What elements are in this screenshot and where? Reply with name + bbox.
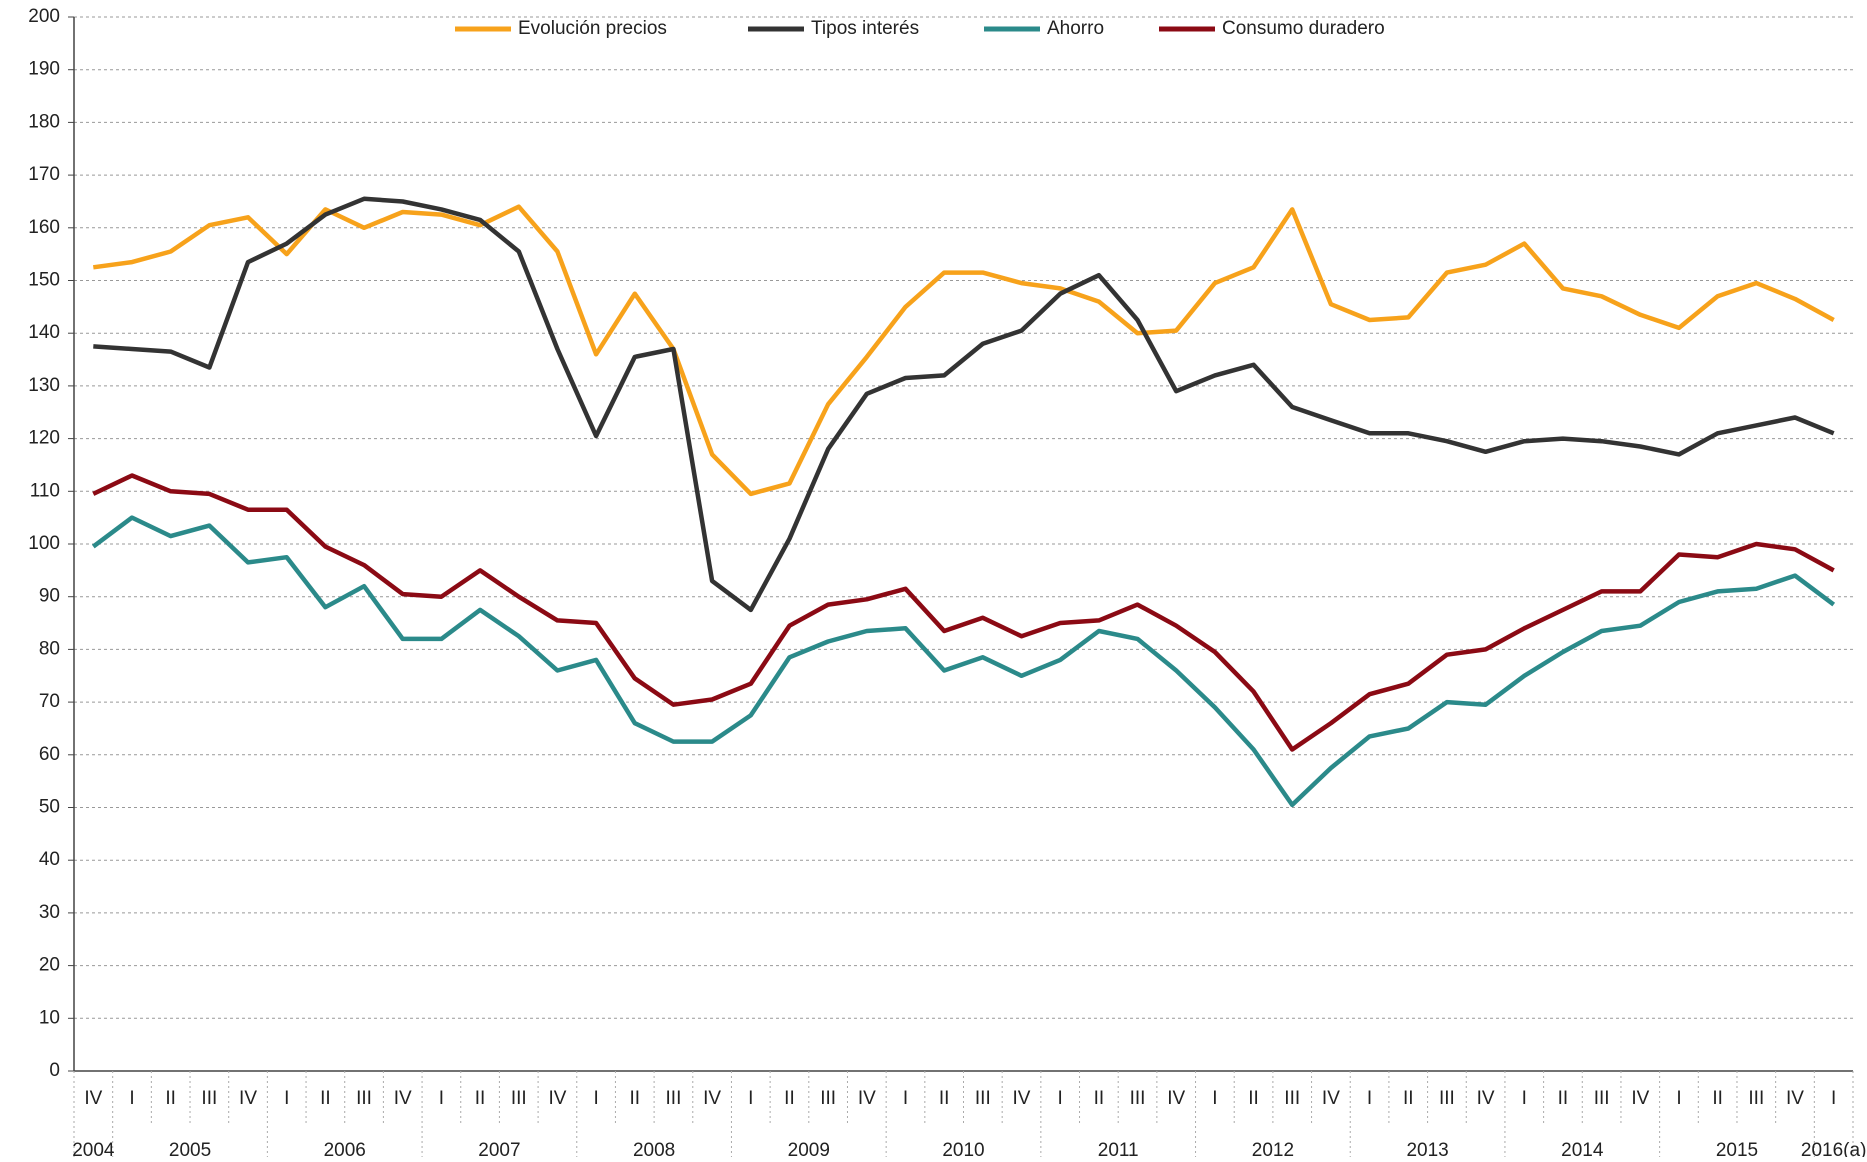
quarter-label: II xyxy=(939,1088,950,1109)
quarter-label: III xyxy=(1130,1088,1146,1109)
quarter-label: II xyxy=(1712,1088,1723,1109)
y-tick-label: 20 xyxy=(39,955,60,976)
y-tick-label: 60 xyxy=(39,744,60,765)
year-label: 2011 xyxy=(1098,1140,1139,1157)
quarter-label: III xyxy=(356,1088,372,1109)
quarter-label: II xyxy=(629,1088,640,1109)
quarter-label: I xyxy=(439,1088,444,1109)
quarter-label: IV xyxy=(703,1088,721,1109)
year-label: 2010 xyxy=(942,1140,984,1157)
y-tick-label: 110 xyxy=(30,480,60,501)
quarter-label: I xyxy=(129,1088,134,1109)
quarter-label: I xyxy=(1831,1088,1836,1109)
quarter-label: I xyxy=(1212,1088,1217,1109)
y-tick-label: 160 xyxy=(28,217,60,238)
quarter-label: III xyxy=(820,1088,836,1109)
quarter-label: III xyxy=(1439,1088,1455,1109)
y-tick-label: 130 xyxy=(28,375,60,396)
series-line xyxy=(93,196,1835,613)
series-line xyxy=(91,515,1836,808)
year-label: 2013 xyxy=(1406,1140,1448,1157)
year-label: 2007 xyxy=(478,1140,520,1157)
y-tick-label: 70 xyxy=(39,691,60,712)
quarter-label: III xyxy=(1284,1088,1300,1109)
quarter-label: IV xyxy=(239,1088,257,1109)
y-tick-label: 10 xyxy=(39,1007,60,1028)
quarter-label: IV xyxy=(1631,1088,1649,1109)
y-tick-label: 140 xyxy=(28,322,60,343)
y-tick-label: 30 xyxy=(39,902,60,923)
year-label: 2008 xyxy=(633,1140,675,1157)
series-line xyxy=(92,473,1835,752)
quarter-label: I xyxy=(593,1088,598,1109)
series-line xyxy=(93,204,1835,497)
year-label: 2006 xyxy=(324,1140,366,1157)
quarter-label: IV xyxy=(394,1088,412,1109)
year-label: 2015 xyxy=(1716,1140,1758,1157)
year-label: 2012 xyxy=(1252,1140,1294,1157)
quarter-label: IV xyxy=(1013,1088,1031,1109)
quarter-label: I xyxy=(1367,1088,1372,1109)
quarter-label: IV xyxy=(84,1088,102,1109)
quarter-label: II xyxy=(1094,1088,1105,1109)
quarter-label: III xyxy=(1748,1088,1764,1109)
y-tick-label: 190 xyxy=(28,59,60,80)
year-label: 2005 xyxy=(169,1140,211,1157)
quarter-label: III xyxy=(975,1088,991,1109)
year-label: 2014 xyxy=(1561,1140,1604,1157)
y-tick-label: 40 xyxy=(39,849,60,870)
quarter-label: IV xyxy=(548,1088,566,1109)
quarter-label: II xyxy=(784,1088,795,1109)
quarter-label: IV xyxy=(1477,1088,1495,1109)
y-tick-label: 180 xyxy=(28,111,60,132)
quarter-label: I xyxy=(1522,1088,1527,1109)
quarter-label: II xyxy=(475,1088,486,1109)
y-tick-label: 80 xyxy=(39,638,60,659)
y-tick-label: 150 xyxy=(28,270,60,291)
quarter-label: IV xyxy=(1167,1088,1185,1109)
quarter-label: III xyxy=(1594,1088,1610,1109)
quarter-label: II xyxy=(1248,1088,1259,1109)
legend-label: Ahorro xyxy=(1047,18,1104,39)
year-label: 2004 xyxy=(72,1140,115,1157)
quarter-label: II xyxy=(1558,1088,1569,1109)
quarter-label: I xyxy=(748,1088,753,1109)
y-tick-label: 170 xyxy=(28,164,60,185)
y-tick-label: 0 xyxy=(49,1060,60,1081)
y-tick-label: 100 xyxy=(28,533,60,554)
year-label: 2016(a) xyxy=(1801,1140,1867,1157)
quarter-label: IV xyxy=(858,1088,876,1109)
quarter-label: III xyxy=(666,1088,682,1109)
quarter-label: II xyxy=(165,1088,176,1109)
quarter-label: IV xyxy=(1322,1088,1340,1109)
quarter-label: II xyxy=(320,1088,331,1109)
quarter-label: I xyxy=(284,1088,289,1109)
y-tick-label: 50 xyxy=(39,797,60,818)
quarter-label: III xyxy=(511,1088,527,1109)
quarter-label: I xyxy=(1676,1088,1681,1109)
y-tick-label: 200 xyxy=(28,6,60,27)
y-tick-label: 120 xyxy=(28,428,60,449)
year-label: 2009 xyxy=(788,1140,830,1157)
y-tick-label: 90 xyxy=(39,586,60,607)
quarter-label: I xyxy=(903,1088,908,1109)
legend-label: Evolución precios xyxy=(518,18,667,39)
quarter-label: IV xyxy=(1786,1088,1804,1109)
legend-label: Consumo duradero xyxy=(1222,18,1385,39)
quarter-label: I xyxy=(1058,1088,1063,1109)
legend-label: Tipos interés xyxy=(811,18,919,39)
quarter-label: II xyxy=(1403,1088,1414,1109)
quarter-label: III xyxy=(201,1088,217,1109)
